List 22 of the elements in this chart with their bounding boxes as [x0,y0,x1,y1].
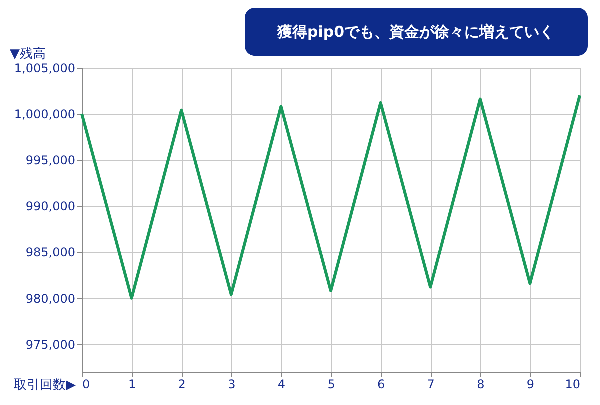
y-tick-label: 985,000 [26,246,76,260]
x-axis-title: 取引回数▶ [14,378,76,393]
y-tick-label: 990,000 [26,200,76,214]
y-tick-label: 1,000,000 [14,108,76,122]
x-tick-label: 3 [228,378,236,392]
x-tick-label: 5 [328,378,336,392]
y-tick-label: 980,000 [26,292,76,306]
text: 獲得pip0でも、資金が徐々に増えていく [276,23,555,41]
x-tick-label: 0 [82,378,90,392]
y-tick-label: 1,005,000 [14,62,76,76]
y-tick-label: 975,000 [26,338,76,352]
x-tick-label: 7 [427,378,435,392]
y-axis-title: ▼残高 [10,46,46,62]
x-tick-label: 6 [377,378,386,392]
x-tick-label: 2 [178,378,186,392]
y-tick-label: 995,000 [26,154,76,168]
x-tick-label: 10 [565,378,580,392]
x-tick-label: 4 [278,378,286,392]
x-tick-label: 1 [128,378,136,392]
x-tick-label: 8 [477,378,485,392]
x-tick-label: 9 [526,378,535,392]
line-series [80,94,582,300]
